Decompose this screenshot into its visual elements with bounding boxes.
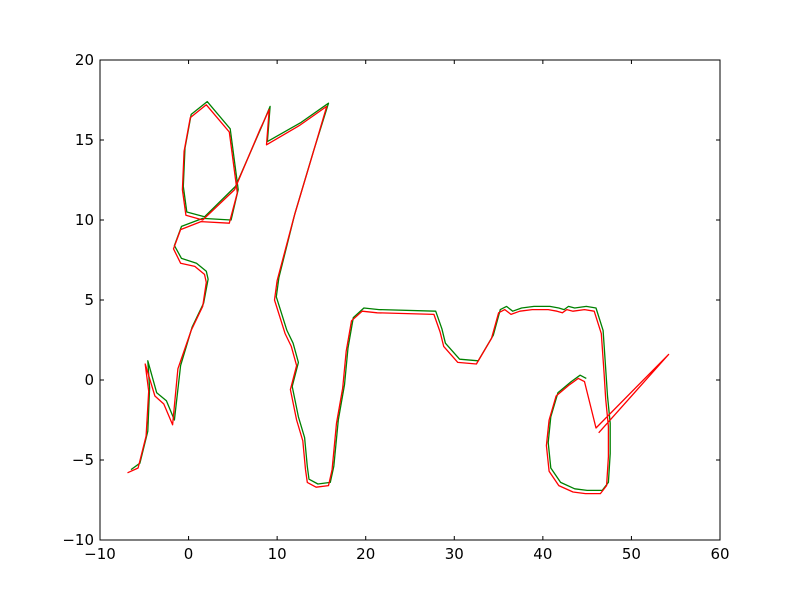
y-tick-label: 10	[75, 211, 94, 229]
series-line-2	[127, 104, 670, 495]
y-tick-label: −5	[72, 451, 94, 469]
x-tick-label: 30	[445, 545, 464, 563]
x-tick-label: 0	[184, 545, 194, 563]
series-layer	[127, 100, 670, 495]
x-tick-label: 40	[533, 545, 552, 563]
y-tick-label: −10	[62, 531, 94, 549]
y-axis-ticks: −10 −5 0 5 10 15 20	[62, 51, 720, 549]
x-axis-ticks: −10 0 10 20 30 40 50 60	[84, 60, 730, 563]
x-tick-label: 20	[356, 545, 375, 563]
x-tick-label: 50	[622, 545, 641, 563]
y-tick-label: 20	[75, 51, 94, 69]
x-tick-label: 60	[710, 545, 729, 563]
y-tick-label: 15	[75, 131, 94, 149]
x-tick-label: −10	[84, 545, 116, 563]
y-tick-label: 0	[84, 371, 94, 389]
x-tick-label: 10	[268, 545, 287, 563]
y-tick-label: 5	[84, 291, 94, 309]
series-line-1	[130, 100, 611, 492]
plot-area	[100, 60, 720, 540]
